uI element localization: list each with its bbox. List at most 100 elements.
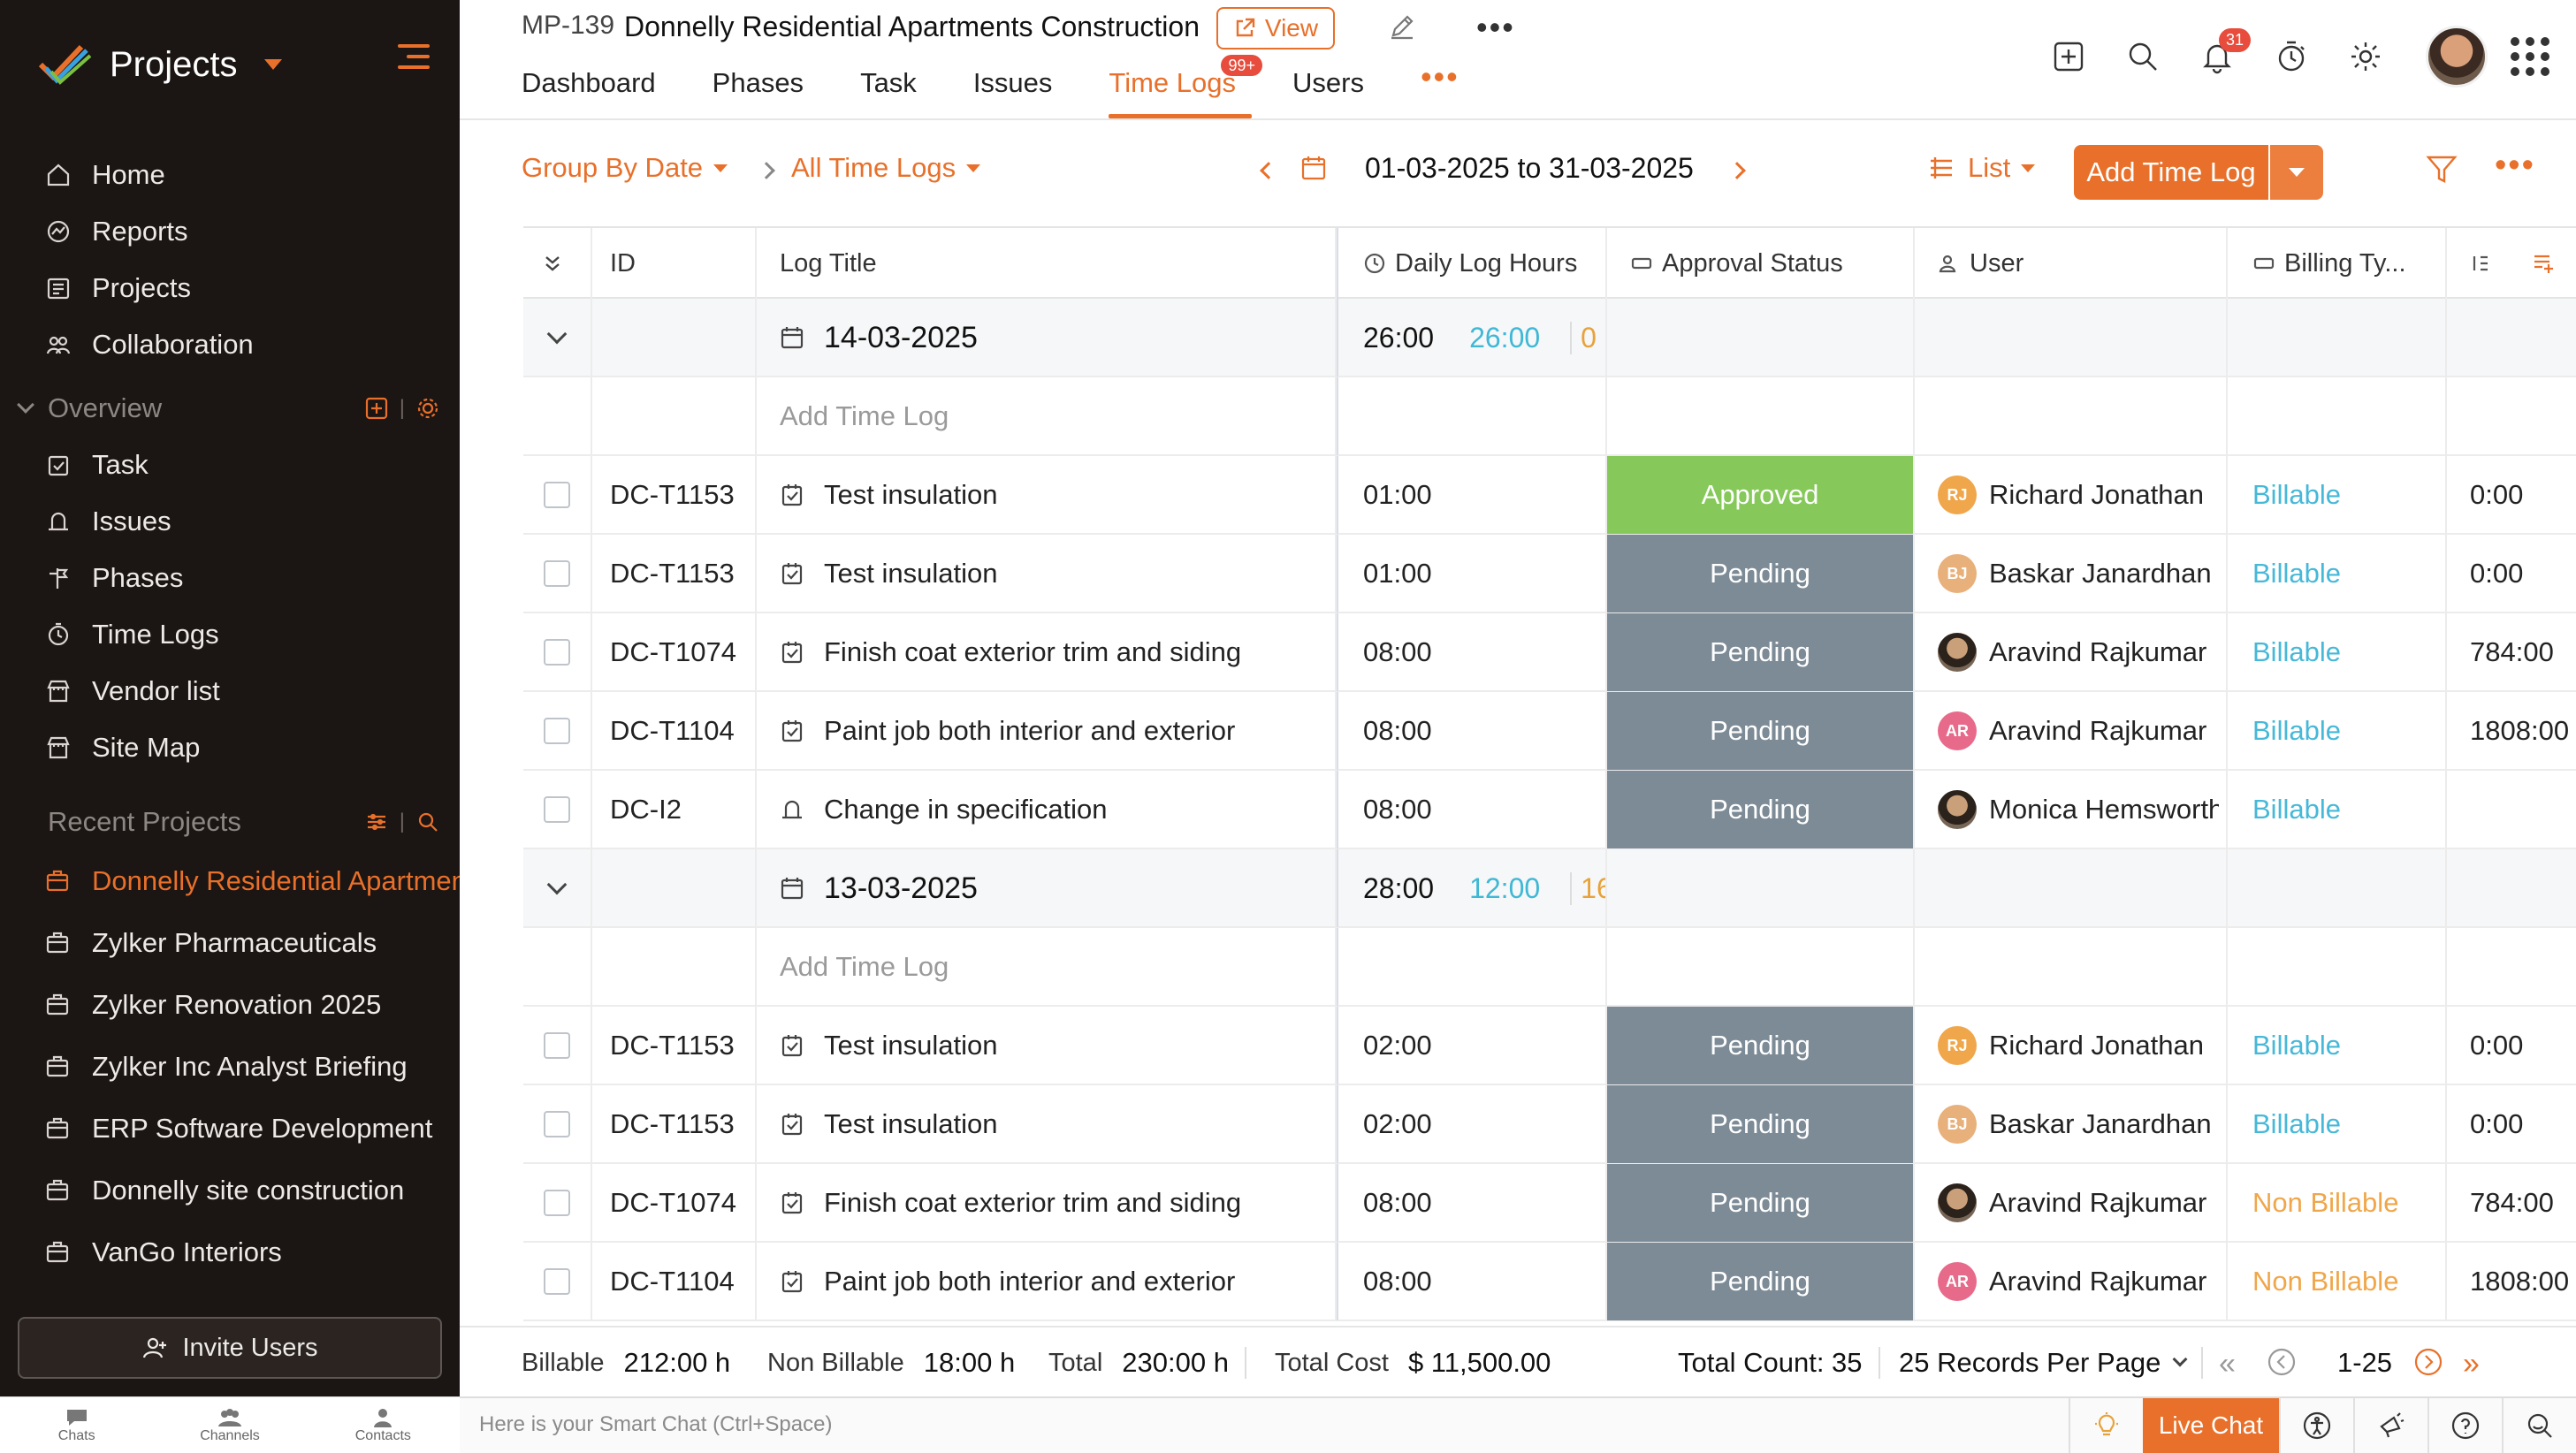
log-hours[interactable]: 02:00 (1337, 1085, 1607, 1163)
add-time-log-button[interactable]: Add Time Log (2074, 145, 2268, 200)
log-hours[interactable]: 01:00 (1337, 456, 1607, 534)
log-title-cell[interactable]: Test insulation (757, 1007, 1337, 1084)
column-header-billing-type[interactable]: Billing Ty... (2228, 228, 2447, 299)
overview-header[interactable]: Overview | (0, 380, 460, 437)
billing-type-cell[interactable]: Billable (2228, 692, 2447, 770)
search-chat-icon[interactable] (2502, 1398, 2576, 1453)
log-title-cell[interactable]: Finish coat exterior trim and siding (757, 613, 1337, 691)
invite-users-button[interactable]: Invite Users (18, 1317, 442, 1379)
billing-type-cell[interactable]: Billable (2228, 613, 2447, 691)
user-cell[interactable]: BJ Baskar Janardhan (1915, 535, 2228, 612)
tab-phases[interactable]: Phases (712, 67, 804, 98)
log-id[interactable]: DC-T1074 (592, 1164, 757, 1242)
column-header-daily-hours[interactable]: Daily Log Hours (1337, 228, 1607, 299)
log-id[interactable]: DC-T1074 (592, 613, 757, 691)
column-header-id[interactable]: ID (592, 228, 757, 299)
dock-channels[interactable]: Channels (153, 1397, 306, 1453)
table-row[interactable]: DC-T1104 Paint job both interior and exte… (523, 1243, 2576, 1321)
log-title-cell[interactable]: Test insulation (757, 456, 1337, 534)
billing-type-cell[interactable]: Billable (2228, 456, 2447, 534)
add-square-icon[interactable] (2031, 30, 2106, 83)
timer-icon[interactable] (2254, 30, 2328, 83)
log-id[interactable]: DC-T1153 (592, 456, 757, 534)
filter-icon[interactable] (2424, 152, 2459, 192)
log-title-cell[interactable]: Paint job both interior and exterior (757, 692, 1337, 770)
search-icon[interactable] (2106, 30, 2180, 83)
next-page-icon[interactable] (2413, 1347, 2443, 1377)
billing-type-cell[interactable]: Non Billable (2228, 1164, 2447, 1242)
gear-icon[interactable] (415, 396, 440, 421)
add-time-log-cell[interactable]: Add Time Log (757, 928, 1337, 1006)
billing-type-cell[interactable]: Billable (2228, 1085, 2447, 1163)
sidebar-item-phases[interactable]: Phases (0, 550, 460, 606)
row-checkbox[interactable] (544, 482, 570, 508)
sidebar-item-time-logs[interactable]: Time Logs (0, 606, 460, 663)
tab-issues[interactable]: Issues (972, 67, 1053, 98)
approval-status-cell[interactable]: Pending (1607, 1085, 1915, 1163)
user-cell[interactable]: Aravind Rajkumar (1915, 613, 2228, 691)
user-cell[interactable]: BJ Baskar Janardhan (1915, 1085, 2228, 1163)
log-id[interactable]: DC-T1104 (592, 692, 757, 770)
last-page-icon[interactable]: » (2463, 1347, 2480, 1381)
log-title-cell[interactable]: Change in specification (757, 771, 1337, 848)
accessibility-icon[interactable] (2279, 1398, 2353, 1453)
sidebar-item-vendor-list[interactable]: Vendor list (0, 663, 460, 719)
view-filter-dropdown[interactable]: All Time Logs (791, 152, 981, 184)
log-id[interactable]: DC-T1153 (592, 1085, 757, 1163)
sliders-icon[interactable] (364, 810, 389, 834)
table-row[interactable]: DC-T1074 Finish coat exterior trim and si… (523, 1164, 2576, 1243)
search-icon[interactable] (415, 810, 440, 834)
idea-bulb-icon[interactable] (2069, 1398, 2143, 1453)
log-hours[interactable]: 08:00 (1337, 1164, 1607, 1242)
table-row[interactable]: DC-T1153 Test insulation 01:00 Approved RJ Ri… (523, 456, 2576, 535)
toolbar-more-icon[interactable]: ••• (2495, 147, 2535, 184)
user-avatar[interactable] (2426, 26, 2488, 87)
brand-switcher[interactable]: Projects (37, 35, 282, 94)
gear-icon[interactable] (2328, 30, 2403, 83)
log-hours[interactable]: 08:00 (1337, 692, 1607, 770)
sidebar-item-issues[interactable]: Issues (0, 493, 460, 550)
first-page-icon[interactable]: « (2219, 1347, 2236, 1381)
calendar-icon[interactable] (1299, 154, 1328, 182)
menu-toggle-icon[interactable] (398, 44, 430, 71)
recent-project-item[interactable]: Donnelly Residential Apartments Construc… (0, 850, 460, 912)
log-hours[interactable]: 08:00 (1337, 613, 1607, 691)
user-cell[interactable]: Aravind Rajkumar (1915, 1164, 2228, 1242)
add-time-log-row[interactable]: Add Time Log (523, 377, 2576, 456)
prev-page-icon[interactable] (2267, 1347, 2297, 1377)
row-checkbox[interactable] (544, 796, 570, 823)
layout-dropdown[interactable]: List (1927, 152, 2036, 184)
column-header-number[interactable] (2447, 228, 2576, 299)
view-project-button[interactable]: View (1216, 7, 1335, 49)
sidebar-item-task[interactable]: Task (0, 437, 460, 493)
approval-status-cell[interactable]: Pending (1607, 692, 1915, 770)
approval-status-cell[interactable]: Pending (1607, 771, 1915, 848)
date-group-row[interactable]: 13-03-2025 28:00 12:00 16 (523, 849, 2576, 928)
user-cell[interactable]: AR Aravind Rajkumar (1915, 1243, 2228, 1320)
log-title-cell[interactable]: Paint job both interior and exterior (757, 1243, 1337, 1320)
row-checkbox[interactable] (544, 1268, 570, 1295)
table-row[interactable]: DC-T1104 Paint job both interior and exte… (523, 692, 2576, 771)
user-cell[interactable]: AR Aravind Rajkumar (1915, 692, 2228, 770)
log-title-cell[interactable]: Test insulation (757, 535, 1337, 612)
log-title-cell[interactable]: Finish coat exterior trim and siding (757, 1164, 1337, 1242)
user-cell[interactable]: RJ Richard Jonathan (1915, 456, 2228, 534)
tabs-more-icon[interactable]: ••• (1420, 58, 1459, 95)
column-header-user[interactable]: User (1915, 228, 2228, 299)
tab-task[interactable]: Task (860, 67, 917, 98)
add-time-log-dropdown-button[interactable] (2270, 145, 2323, 200)
smart-chat-input[interactable]: Here is your Smart Chat (Ctrl+Space) (479, 1412, 833, 1436)
log-id[interactable]: DC-T1153 (592, 535, 757, 612)
approval-status-cell[interactable]: Pending (1607, 535, 1915, 612)
recent-project-item[interactable]: Donnelly site construction (0, 1160, 460, 1221)
group-by-dropdown[interactable]: Group By Date (522, 152, 728, 184)
log-hours[interactable]: 02:00 (1337, 1007, 1607, 1084)
row-checkbox[interactable] (544, 560, 570, 587)
recent-project-item[interactable]: VanGo Interiors (0, 1221, 460, 1283)
log-id[interactable]: DC-T1104 (592, 1243, 757, 1320)
row-checkbox[interactable] (544, 639, 570, 666)
group-toggle[interactable] (523, 299, 592, 377)
table-row[interactable]: DC-T1153 Test insulation 02:00 Pending BJ Bas… (523, 1085, 2576, 1164)
next-range-icon[interactable] (1728, 162, 1746, 179)
tab-time-logs[interactable]: Time Logs 99+ (1109, 55, 1262, 118)
